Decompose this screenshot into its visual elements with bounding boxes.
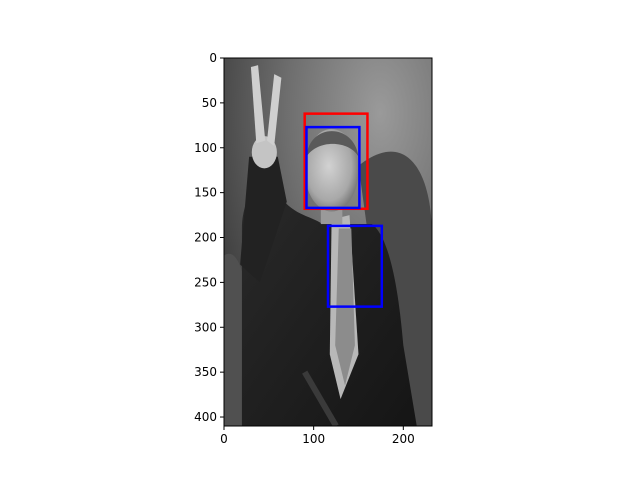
y-tick-label: 350 — [194, 365, 217, 379]
y-tick-label: 150 — [194, 186, 217, 200]
x-tick-label: 0 — [220, 432, 228, 446]
y-tick-label: 400 — [194, 410, 217, 424]
x-tick-label: 100 — [302, 432, 325, 446]
detection-boxes — [303, 112, 384, 308]
x-tick-label: 200 — [392, 432, 415, 446]
hair — [306, 131, 359, 157]
finger-middle — [267, 74, 282, 146]
y-tick-label: 100 — [194, 141, 217, 155]
face — [304, 128, 359, 212]
y-tick-label: 0 — [209, 51, 217, 65]
bounding-box-2 — [305, 125, 361, 210]
microphone — [302, 370, 339, 426]
y-tick-label: 250 — [194, 275, 217, 289]
raised-arm — [240, 156, 287, 283]
y-tick-label: 50 — [202, 96, 217, 110]
suit — [241, 174, 417, 426]
y-tick-label: 200 — [194, 231, 217, 245]
bounding-box-3 — [326, 224, 384, 308]
hand — [251, 136, 277, 169]
y-tick-label: 300 — [194, 320, 217, 334]
finger-index — [250, 65, 266, 144]
axes: 0 100 200 0 50 100 150 200 250 300 350 400 — [194, 51, 433, 446]
axes-frame — [223, 57, 433, 427]
